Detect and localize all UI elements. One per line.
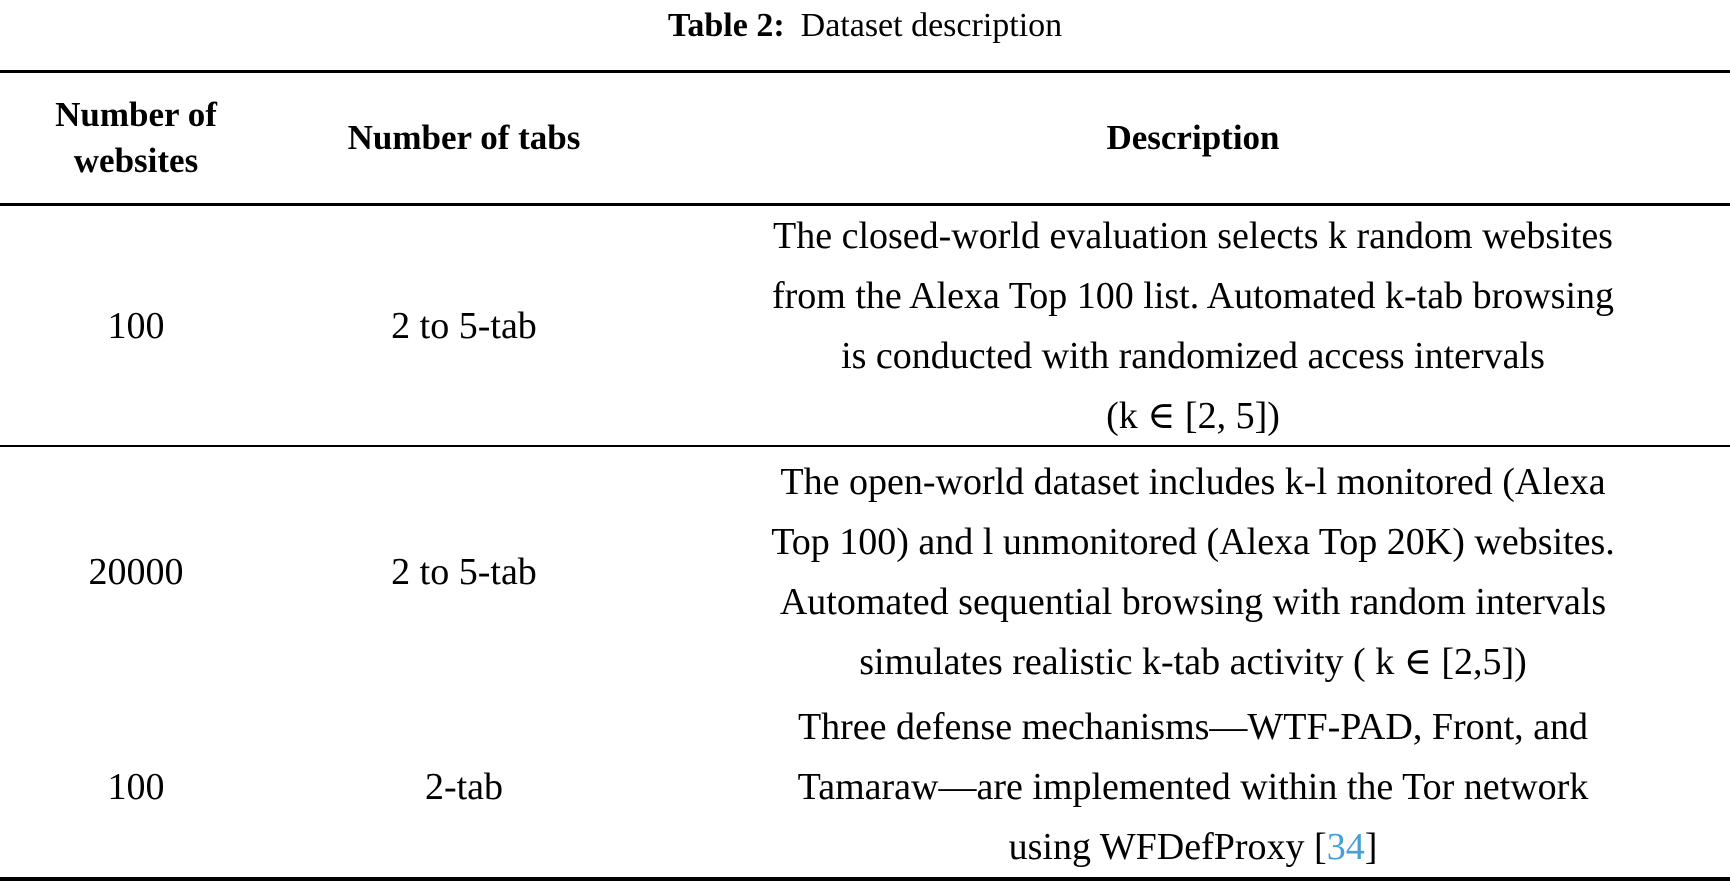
- cell-websites: 100: [107, 766, 165, 808]
- cell-tabs: 2 to 5-tab: [391, 305, 537, 347]
- cell-description: Three defense mechanisms—WTF-PAD, Front,…: [656, 697, 1730, 877]
- table-row-defenses: 100 2-tab Three defense mechanisms—WTF-P…: [0, 697, 1730, 877]
- description-citation-line: using WFDefProxy [34]: [660, 817, 1726, 877]
- citation-prefix: using WFDefProxy [: [1008, 826, 1327, 868]
- table-row-closed-world: 100 2 to 5-tab The closed-world evaluati…: [0, 206, 1730, 447]
- cell-description: The open-world dataset includes k-l moni…: [656, 452, 1730, 692]
- cell-description: The closed-world evaluation selects k ra…: [656, 206, 1730, 446]
- cell-websites: 100: [107, 305, 165, 347]
- cell-tabs: 2 to 5-tab: [391, 551, 537, 593]
- table-row-open-world: 20000 2 to 5-tab The open-world dataset …: [0, 447, 1730, 697]
- cell-websites: 20000: [88, 551, 184, 593]
- citation-link-34[interactable]: 34: [1326, 826, 1365, 868]
- column-header-description: Description: [1106, 118, 1280, 157]
- description-math-line: (k ∈ [2, 5]): [1106, 395, 1280, 437]
- description-line: Top 100) and l unmonitored (Alexa Top 20…: [771, 521, 1615, 563]
- table-caption-title: Dataset description: [800, 7, 1063, 44]
- description-line: Three defense mechanisms—WTF-PAD, Front,…: [797, 706, 1589, 748]
- dataset-description-table: Number of websites Number of tabs Descri…: [0, 70, 1730, 881]
- citation-suffix: ]: [1364, 826, 1378, 868]
- table-caption-label: Table 2:: [667, 7, 785, 44]
- description-line: from the Alexa Top 100 list. Automated k…: [771, 275, 1615, 317]
- cell-tabs: 2-tab: [424, 766, 504, 808]
- table-caption: Table 2: Dataset description: [0, 0, 1730, 68]
- description-line: The closed-world evaluation selects k ra…: [773, 215, 1613, 257]
- table-header-row: Number of websites Number of tabs Descri…: [0, 73, 1730, 206]
- column-header-number-of-websites: Number of websites: [55, 95, 217, 180]
- description-line: Tamaraw—are implemented within the Tor n…: [797, 766, 1589, 808]
- description-line: is conducted with randomized access inte…: [841, 335, 1545, 377]
- description-line: Automated sequential browsing with rando…: [779, 581, 1607, 623]
- description-line: The open-world dataset includes k-l moni…: [780, 461, 1606, 503]
- column-header-number-of-tabs: Number of tabs: [347, 118, 581, 157]
- description-math-line: simulates realistic k-tab activity ( k ∈…: [859, 641, 1527, 683]
